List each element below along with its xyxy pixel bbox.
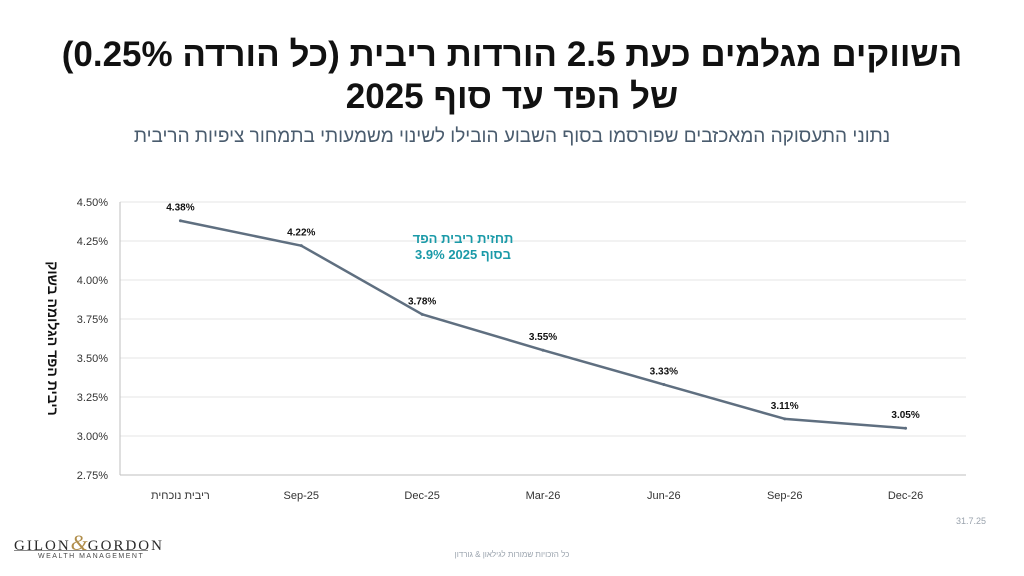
- y-tick-label: 3.25%: [77, 392, 108, 404]
- y-tick-label: 3.50%: [77, 353, 108, 365]
- data-point: [178, 219, 182, 223]
- page-subtitle: נתוני התעסוקה המאכזבים שפורסמו בסוף השבו…: [133, 126, 891, 147]
- company-logo: GILON&GORDON WEALTH MANAGEMENT: [14, 530, 162, 564]
- y-tick-label: 2.75%: [77, 470, 108, 482]
- y-axis-title: ריבית הפד הגלומה בשוק: [45, 261, 61, 415]
- rate-expectations-line-chart: 2.75% 3.00% 3.25% 3.50% 3.75% 4.00% 4.25% 4.50%…: [45, 197, 966, 502]
- data-point: [783, 417, 787, 421]
- data-point: [904, 426, 908, 430]
- y-tick-label: 3.00%: [77, 431, 108, 443]
- data-label: 3.55%: [529, 332, 557, 343]
- data-label: 3.78%: [408, 296, 436, 307]
- logo-ampersand: &: [70, 530, 88, 555]
- data-point: [662, 383, 666, 387]
- annotation-line-2: בסוף 2025 3.9%: [415, 247, 511, 262]
- data-label: 3.11%: [771, 401, 799, 412]
- page-title: השווקים מגלמים כעת 2.5 הורדות ריבית (כל …: [40, 34, 984, 118]
- y-tick-label: 4.00%: [77, 275, 108, 287]
- title-line-2: של הפד עד סוף 2025: [345, 77, 679, 116]
- data-label: 4.22%: [287, 228, 315, 239]
- annotation-line-1: תחזית ריבית הפד: [413, 231, 514, 246]
- x-tick-label: Sep-25: [284, 490, 319, 502]
- x-tick-label: Dec-25: [404, 490, 439, 502]
- y-tick-label: 4.25%: [77, 236, 108, 248]
- title-line-1: השווקים מגלמים כעת 2.5 הורדות ריבית (כל …: [61, 35, 963, 74]
- x-tick-label: Mar-26: [526, 490, 561, 502]
- x-tick-label: Dec-26: [888, 490, 923, 502]
- x-tick-label: Jun-26: [647, 490, 681, 502]
- data-label: 3.33%: [650, 367, 678, 378]
- data-point: [541, 348, 545, 352]
- data-label: 4.38%: [166, 203, 194, 214]
- logo-divider: [14, 550, 148, 551]
- y-tick-label: 4.50%: [77, 197, 108, 209]
- logo-tagline: WEALTH MANAGEMENT: [38, 553, 145, 560]
- data-label: 3.05%: [891, 410, 919, 421]
- data-point: [299, 244, 303, 248]
- copyright-footer: כל הזכויות שמורות לגילאון & גורדון: [454, 550, 570, 559]
- x-tick-label: Sep-26: [767, 490, 802, 502]
- data-point: [420, 312, 424, 316]
- x-tick-label: ריבית נוכחית: [151, 490, 210, 502]
- date-stamp: 31.7.25: [955, 516, 986, 526]
- y-tick-label: 3.75%: [77, 314, 108, 326]
